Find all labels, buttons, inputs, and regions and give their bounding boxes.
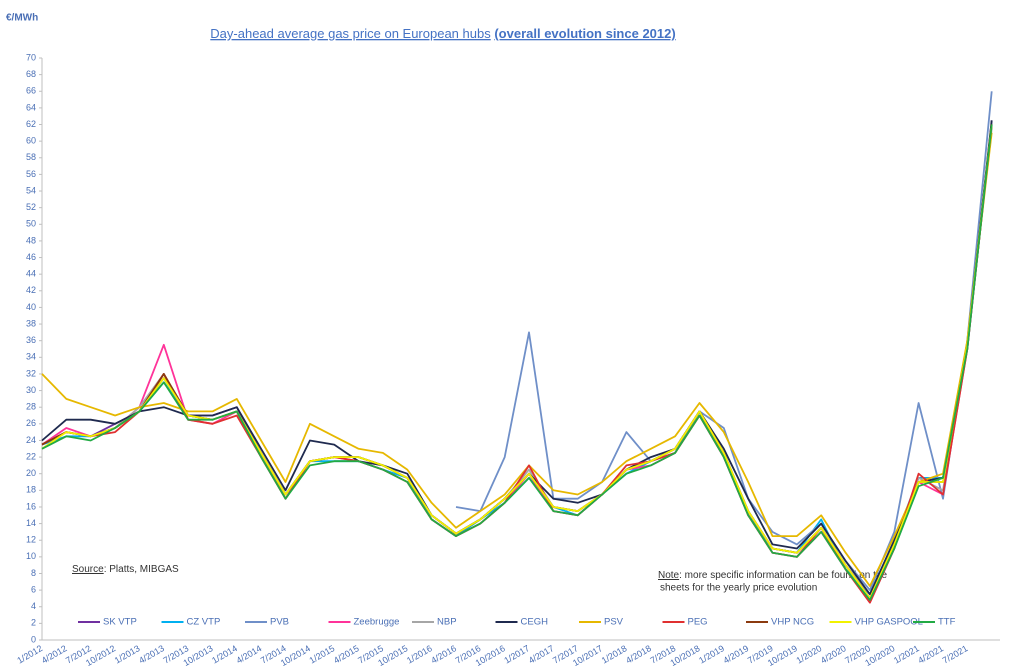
legend-label: PSV (604, 617, 624, 628)
source: Source: Platts, MIBGAS (72, 564, 179, 575)
x-tick-label: 4/2019 (721, 643, 750, 665)
y-tick-label: 10 (26, 551, 36, 561)
x-tick-label: 1/2020 (795, 643, 824, 665)
legend-label: Zeebrugge (354, 617, 400, 628)
y-tick-label: 6 (31, 584, 36, 594)
note: Note: more specific information can be f… (658, 570, 887, 581)
legend-label: TTF (938, 617, 956, 628)
y-tick-label: 36 (26, 335, 36, 345)
x-tick-label: 1/2012 (15, 643, 44, 665)
x-tick-label: 1/2018 (600, 643, 629, 665)
y-tick-label: 20 (26, 468, 36, 478)
legend-label: SK VTP (103, 617, 137, 628)
x-tick-label: 7/2021 (941, 643, 970, 665)
y-unit: €/MWh (6, 13, 38, 24)
y-tick-label: 40 (26, 302, 36, 312)
legend-label: PEG (688, 617, 708, 628)
y-tick-label: 66 (26, 86, 36, 96)
y-tick-label: 30 (26, 385, 36, 395)
y-tick-label: 58 (26, 152, 36, 162)
series-line (41, 120, 993, 596)
x-tick-label: 4/2016 (429, 643, 458, 665)
x-tick-label: 4/2014 (234, 643, 263, 665)
series-line (455, 91, 993, 591)
title-emphasis: (overall evolution since 2012) (494, 26, 675, 41)
y-tick-label: 22 (26, 451, 36, 461)
x-tick-label: 4/2021 (916, 643, 945, 665)
y-tick-label: 24 (26, 435, 36, 445)
note-line-2: sheets for the yearly price evolution (660, 583, 817, 594)
series-line (41, 124, 993, 596)
series-line (41, 120, 993, 600)
series-line (41, 124, 993, 600)
series-line (41, 124, 993, 604)
y-tick-label: 8 (31, 568, 36, 578)
series-line (41, 124, 993, 604)
y-tick-label: 46 (26, 252, 36, 262)
y-tick-label: 14 (26, 518, 36, 528)
source-label: Source (72, 564, 104, 575)
y-tick-label: 28 (26, 402, 36, 412)
x-tick-label: 4/2012 (40, 643, 69, 665)
x-tick-label: 4/2013 (137, 643, 166, 665)
y-tick-label: 2 (31, 618, 36, 628)
y-tick-label: 50 (26, 219, 36, 229)
y-tick-label: 62 (26, 119, 36, 129)
x-tick-label: 1/2014 (210, 643, 239, 665)
note-label: Note (658, 570, 680, 581)
y-tick-label: 54 (26, 185, 36, 195)
series-line (41, 128, 993, 596)
y-tick-label: 18 (26, 485, 36, 495)
y-tick-label: 38 (26, 318, 36, 328)
x-tick-label: 1/2019 (697, 643, 726, 665)
y-tick-label: 34 (26, 352, 36, 362)
y-tick-label: 12 (26, 535, 36, 545)
y-tick-label: 56 (26, 169, 36, 179)
series-line (41, 132, 993, 587)
series-line (41, 124, 993, 601)
source-text: : Platts, MIBGAS (104, 564, 179, 575)
chart-title: Day-ahead average gas price on European … (210, 26, 675, 41)
x-tick-label: 1/2021 (892, 643, 921, 665)
y-tick-label: 26 (26, 418, 36, 428)
series-line (41, 124, 993, 600)
note-text: : more specific information can be found… (679, 570, 887, 581)
y-tick-label: 60 (26, 136, 36, 146)
x-tick-label: 4/2017 (527, 643, 556, 665)
y-tick-label: 42 (26, 285, 36, 295)
legend-label: VHP GASPOOL (855, 617, 923, 628)
title-main: Day-ahead average gas price on European … (210, 26, 491, 41)
x-tick-label: 4/2020 (819, 643, 848, 665)
legend-label: CEGH (521, 617, 549, 628)
y-tick-label: 64 (26, 102, 36, 112)
x-tick-label: 1/2017 (502, 643, 531, 665)
legend-label: PVB (270, 617, 289, 628)
y-tick-label: 70 (26, 52, 36, 62)
y-tick-label: 32 (26, 368, 36, 378)
y-tick-label: 4 (31, 601, 36, 611)
y-tick-label: 0 (31, 634, 36, 644)
legend-label: NBP (437, 617, 457, 628)
y-tick-label: 44 (26, 269, 36, 279)
y-tick-label: 52 (26, 202, 36, 212)
x-tick-label: 4/2018 (624, 643, 653, 665)
x-tick-label: 1/2013 (113, 643, 142, 665)
x-tick-label: 1/2016 (405, 643, 434, 665)
y-tick-label: 68 (26, 69, 36, 79)
y-tick-label: 48 (26, 235, 36, 245)
legend-label: VHP NCG (771, 617, 814, 628)
y-tick-label: 16 (26, 501, 36, 511)
legend-label: CZ VTP (187, 617, 221, 628)
x-tick-label: 1/2015 (308, 643, 337, 665)
x-tick-label: 4/2015 (332, 643, 361, 665)
